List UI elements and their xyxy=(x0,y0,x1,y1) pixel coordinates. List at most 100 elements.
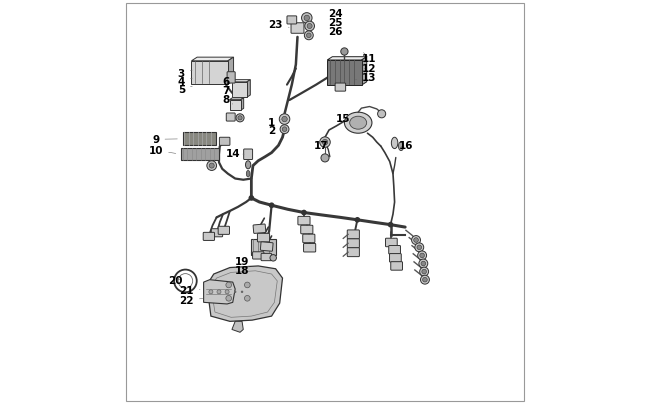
Circle shape xyxy=(234,291,237,293)
Text: 12: 12 xyxy=(362,64,377,73)
Text: 8: 8 xyxy=(222,95,233,105)
FancyBboxPatch shape xyxy=(287,17,296,25)
Text: 26: 26 xyxy=(328,27,343,37)
Circle shape xyxy=(217,290,221,294)
FancyBboxPatch shape xyxy=(261,254,272,261)
FancyBboxPatch shape xyxy=(291,24,304,34)
Text: 15: 15 xyxy=(336,113,350,124)
Text: 6: 6 xyxy=(222,77,233,87)
Circle shape xyxy=(421,275,430,284)
Polygon shape xyxy=(231,81,250,83)
Ellipse shape xyxy=(246,161,251,169)
Circle shape xyxy=(301,210,307,216)
Circle shape xyxy=(322,140,328,145)
Circle shape xyxy=(304,16,309,21)
Text: 2: 2 xyxy=(268,126,281,136)
Circle shape xyxy=(420,267,428,276)
Bar xyxy=(327,61,361,86)
Circle shape xyxy=(354,217,360,223)
Circle shape xyxy=(244,282,250,288)
Circle shape xyxy=(413,238,419,243)
Text: 9: 9 xyxy=(152,135,177,145)
Circle shape xyxy=(419,260,428,268)
Circle shape xyxy=(415,243,424,252)
FancyBboxPatch shape xyxy=(218,227,229,235)
Text: 14: 14 xyxy=(226,148,244,158)
Circle shape xyxy=(417,245,422,250)
Ellipse shape xyxy=(398,143,404,151)
Text: 18: 18 xyxy=(235,265,250,275)
Circle shape xyxy=(320,138,330,148)
Circle shape xyxy=(207,161,216,171)
Circle shape xyxy=(244,296,250,301)
Circle shape xyxy=(420,254,424,258)
FancyBboxPatch shape xyxy=(253,224,266,234)
Text: 1: 1 xyxy=(268,117,281,128)
Polygon shape xyxy=(361,58,367,86)
Circle shape xyxy=(418,252,426,260)
Text: 25: 25 xyxy=(328,17,343,28)
FancyBboxPatch shape xyxy=(253,252,264,260)
Polygon shape xyxy=(207,266,283,322)
Circle shape xyxy=(421,262,426,266)
Text: 5: 5 xyxy=(177,85,192,94)
FancyBboxPatch shape xyxy=(389,246,400,254)
Text: 10: 10 xyxy=(149,146,176,156)
Circle shape xyxy=(341,49,348,56)
FancyBboxPatch shape xyxy=(335,84,346,92)
Circle shape xyxy=(280,126,289,134)
Circle shape xyxy=(241,291,243,293)
FancyBboxPatch shape xyxy=(227,72,235,84)
Ellipse shape xyxy=(350,117,367,130)
Ellipse shape xyxy=(391,138,398,149)
FancyBboxPatch shape xyxy=(203,233,214,241)
FancyBboxPatch shape xyxy=(303,234,315,243)
FancyBboxPatch shape xyxy=(347,248,359,257)
Text: 19: 19 xyxy=(235,253,252,266)
Circle shape xyxy=(422,278,427,282)
FancyBboxPatch shape xyxy=(220,138,230,146)
Circle shape xyxy=(422,270,426,274)
Circle shape xyxy=(248,196,254,201)
Polygon shape xyxy=(192,58,233,62)
FancyBboxPatch shape xyxy=(257,234,270,242)
Circle shape xyxy=(238,117,242,121)
Circle shape xyxy=(304,32,313,40)
Circle shape xyxy=(268,203,274,209)
FancyBboxPatch shape xyxy=(211,229,223,237)
Text: 17: 17 xyxy=(314,140,328,150)
FancyBboxPatch shape xyxy=(347,239,359,248)
Bar xyxy=(183,133,216,146)
Circle shape xyxy=(282,117,287,122)
Bar xyxy=(252,240,276,255)
Text: 16: 16 xyxy=(398,140,413,150)
Text: 22: 22 xyxy=(179,295,203,305)
FancyBboxPatch shape xyxy=(385,239,397,247)
Polygon shape xyxy=(229,98,244,100)
Circle shape xyxy=(282,128,287,132)
Circle shape xyxy=(280,115,290,125)
Circle shape xyxy=(209,164,215,169)
FancyBboxPatch shape xyxy=(226,114,235,122)
FancyBboxPatch shape xyxy=(261,242,273,252)
FancyBboxPatch shape xyxy=(391,262,402,271)
Text: 13: 13 xyxy=(356,73,377,83)
Text: 23: 23 xyxy=(268,20,289,30)
FancyBboxPatch shape xyxy=(347,230,359,239)
Polygon shape xyxy=(232,322,243,333)
FancyBboxPatch shape xyxy=(304,244,316,252)
Circle shape xyxy=(270,255,276,262)
Text: 3: 3 xyxy=(177,68,192,78)
Circle shape xyxy=(302,14,312,24)
Bar xyxy=(229,100,241,111)
Circle shape xyxy=(225,290,229,294)
Bar xyxy=(231,83,247,98)
Circle shape xyxy=(226,282,231,288)
Circle shape xyxy=(209,290,213,294)
Polygon shape xyxy=(228,58,233,85)
Text: 7: 7 xyxy=(222,86,233,97)
Polygon shape xyxy=(247,81,250,98)
Text: 24: 24 xyxy=(328,9,343,19)
FancyBboxPatch shape xyxy=(244,149,253,160)
FancyBboxPatch shape xyxy=(389,254,401,262)
